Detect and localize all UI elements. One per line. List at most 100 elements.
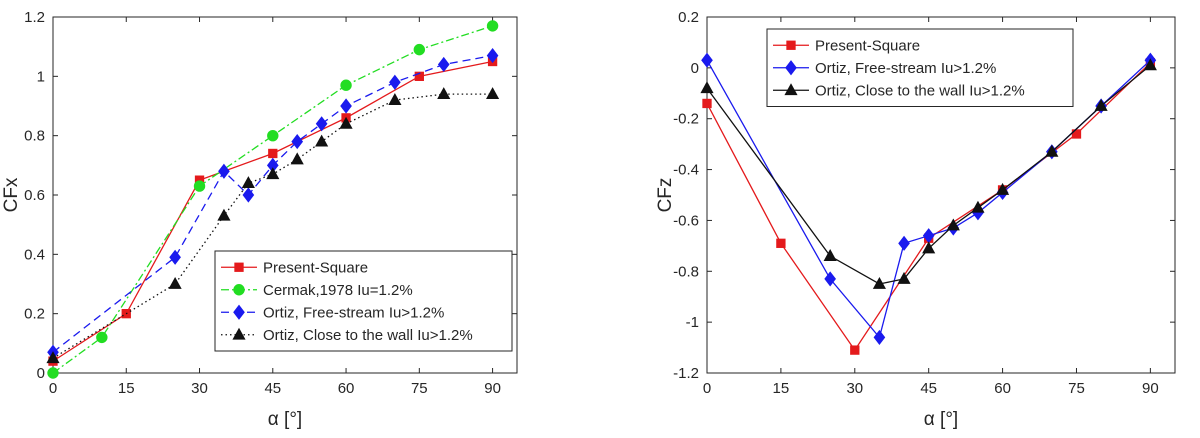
data-point — [922, 241, 936, 254]
y-tick-label: -0.4 — [673, 162, 699, 179]
y-tick-label: 0.4 — [24, 246, 45, 263]
chart-cfz: 0 15 30 45 60 75 90 -1.2 -1 -0.8 -0.6 -0.4 -0.2 0 0.2 α… — [655, 9, 1176, 430]
x-tick-label: 15 — [773, 380, 790, 397]
data-point — [700, 81, 714, 94]
data-point — [414, 71, 424, 81]
data-point — [267, 129, 279, 142]
x-tick-label: 75 — [1068, 380, 1085, 397]
legend: Present-Square Ortiz, Free-stream Iu>1.2%… — [766, 28, 1074, 107]
x-tick-label: 60 — [994, 380, 1011, 397]
data-point — [241, 176, 255, 189]
data-point — [946, 218, 960, 231]
data-point — [1143, 58, 1157, 71]
data-point — [217, 208, 231, 221]
y-tick-label: -0.2 — [673, 111, 699, 128]
legend-marker — [233, 284, 245, 296]
data-point — [898, 235, 910, 251]
legend-marker — [232, 327, 246, 340]
data-point — [389, 74, 401, 90]
data-point — [486, 47, 499, 64]
y-tick-label: -0.6 — [673, 212, 699, 229]
legend-label: Ortiz, Free-stream Iu>1.2% — [815, 60, 996, 77]
legend-marker — [786, 40, 796, 50]
data-point — [971, 200, 985, 213]
legend-label: Ortiz, Close to the wall Iu>1.2% — [815, 82, 1025, 99]
data-point — [824, 271, 836, 287]
legend-marker — [234, 262, 244, 272]
x-tick-label: 45 — [264, 380, 281, 397]
series-line — [52, 93, 493, 359]
y-tick-label: 1.2 — [24, 9, 45, 26]
legend: Present-Square Cermak,1978 Iu=1.2% Ortiz, … — [214, 250, 513, 352]
y-tick-label: 0 — [691, 60, 699, 77]
x-tick-label: 15 — [118, 380, 135, 397]
data-point — [193, 180, 206, 192]
series-2 — [47, 47, 499, 360]
data-point — [340, 98, 352, 114]
series-2 — [700, 58, 1157, 289]
data-point — [46, 351, 60, 364]
legend-marker — [785, 60, 797, 76]
data-point — [437, 87, 451, 100]
data-point — [169, 249, 181, 265]
data-point — [242, 187, 255, 203]
legend-label: Ortiz, Close to the wall Iu>1.2% — [263, 327, 473, 344]
chart-cfx: 0 15 30 45 60 75 90 0 0.2 0.4 0.6 0.8 1 1.2 α [°] CFx Pr… — [1, 9, 518, 430]
data-point — [701, 52, 713, 68]
x-tick-label: 0 — [703, 380, 711, 397]
y-axis-label: CFz — [655, 178, 676, 213]
y-tick-label: -1.2 — [673, 365, 699, 382]
data-point — [1094, 98, 1108, 111]
legend-label: Ortiz, Free-stream Iu>1.2% — [263, 304, 444, 321]
data-point — [218, 163, 230, 179]
data-point — [486, 87, 500, 100]
y-axis-label: CFx — [1, 177, 22, 212]
data-point — [47, 367, 59, 379]
data-point — [873, 329, 886, 345]
series-3 — [46, 87, 500, 364]
data-point — [315, 116, 328, 132]
legend-marker — [233, 304, 245, 320]
x-tick-label: 90 — [484, 380, 501, 397]
series-1 — [47, 20, 499, 379]
x-tick-label: 60 — [338, 380, 355, 397]
data-point — [315, 134, 329, 147]
legend-label: Present-Square — [263, 259, 368, 276]
x-tick-label: 45 — [920, 380, 937, 397]
y-tick-label: 0.2 — [678, 9, 699, 26]
data-point — [437, 56, 450, 73]
y-tick-label: 0.6 — [24, 187, 45, 204]
y-tick-label: 0.2 — [24, 306, 45, 323]
data-point — [872, 276, 886, 289]
y-tick-label: 1 — [37, 68, 45, 85]
x-axis-label: α [°] — [924, 409, 958, 430]
data-point — [897, 271, 911, 284]
x-tick-label: 0 — [49, 380, 57, 397]
y-tick-label: -0.8 — [673, 263, 699, 280]
x-tick-label: 75 — [411, 380, 428, 397]
legend-box — [214, 250, 513, 352]
x-axis-label: α [°] — [268, 409, 302, 430]
data-point — [486, 20, 499, 32]
data-point — [1045, 144, 1059, 157]
legend-box — [766, 28, 1074, 107]
data-point — [340, 79, 352, 91]
data-point — [268, 148, 278, 159]
data-point — [290, 152, 304, 165]
y-tick-label: -1 — [686, 314, 699, 331]
data-point — [850, 345, 860, 355]
data-point — [823, 249, 837, 261]
data-point — [339, 116, 353, 129]
legend-marker — [784, 83, 798, 96]
data-point — [996, 182, 1010, 195]
data-point — [96, 331, 108, 344]
x-tick-label: 30 — [191, 380, 208, 397]
data-point — [776, 238, 786, 248]
y-tick-label: 0 — [37, 365, 45, 382]
y-tick-label: 0.8 — [24, 128, 45, 145]
x-tick-label: 30 — [846, 380, 863, 397]
data-point — [291, 134, 304, 150]
legend-label: Present-Square — [815, 37, 920, 54]
data-point — [702, 98, 712, 109]
